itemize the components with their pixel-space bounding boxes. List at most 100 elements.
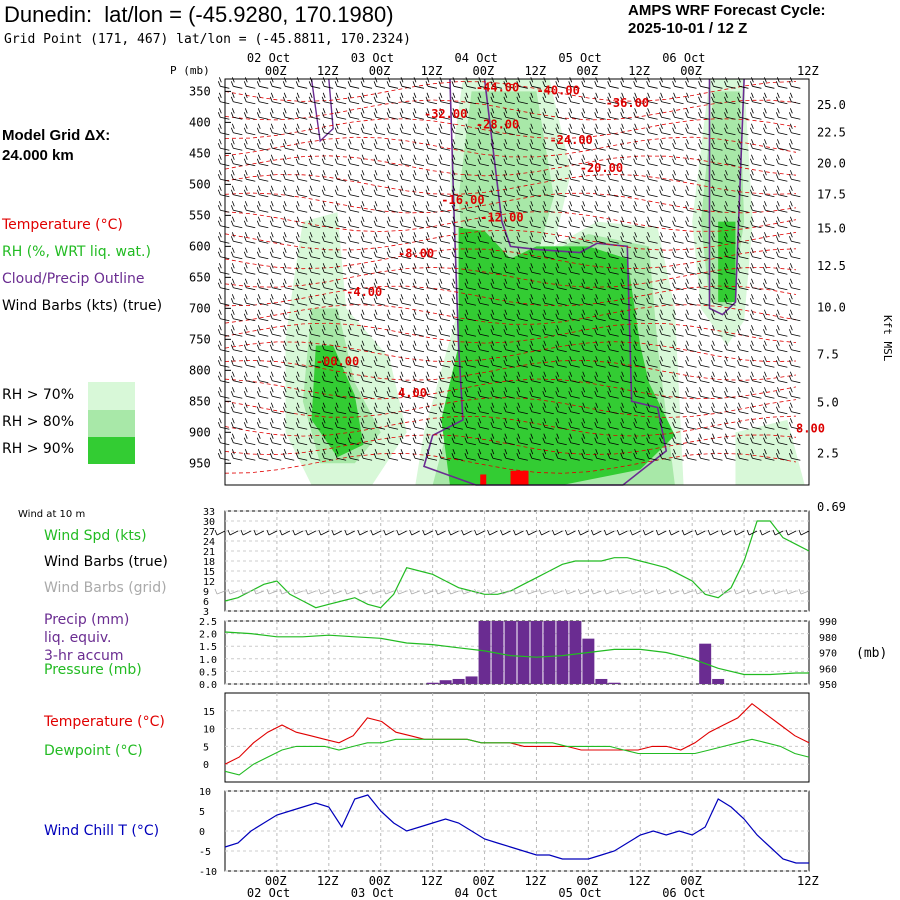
wind-barb [243,387,256,399]
wind-barb [477,232,489,244]
wind-barb [451,232,464,244]
wind-barb [711,387,723,399]
wind-barb [568,232,580,244]
wind-barb [438,247,451,260]
wind-barb [230,325,243,337]
wind-barb [256,371,269,384]
legend-wind-barbs-true: Wind Barbs (true) [44,554,168,570]
wind-barb [399,216,412,229]
wind-barb [775,371,788,384]
wind-barb [373,108,386,120]
wind-barb [256,139,269,151]
wind-barb [529,154,541,167]
wind-barb [334,216,347,229]
bottom-date-label: 06 Oct [662,886,705,900]
wind-barb [542,92,554,105]
wind-barb [360,356,373,368]
wind-barb [788,387,801,399]
wind-barb [788,216,801,229]
wind-barb [477,247,489,260]
legend-temperature: Temperature (°C) [2,217,123,233]
wind-barb [503,402,515,415]
wind-barb [750,325,762,337]
wind-barb [620,433,632,446]
wind-barb [464,263,476,275]
wind-barb [620,247,632,260]
wind-barb [347,108,360,120]
wind-barb [698,340,710,353]
wind-barb [269,449,282,461]
wind-barb [750,371,762,384]
wind-barb [711,418,723,430]
wind-barb [360,170,373,182]
wind-barb [386,294,399,306]
wind-barb [620,216,632,229]
wind-barb [775,418,788,430]
wind-barb [529,449,541,461]
wind-barb [737,371,749,384]
wind-barb [412,340,425,353]
wind-barb [698,139,710,151]
wind-barb [568,418,580,430]
wind-barb [490,185,502,198]
bottom-date-label: 03 Oct [351,886,394,900]
wind-barb-grid [798,588,810,595]
height-tick-label: 15.0 [817,222,846,236]
wind-barb [529,387,541,399]
wind-barb [750,309,762,322]
legend-precip: Precip (mm) liq. equiv. 3-hr accum [44,611,129,665]
wind-barb [412,92,425,105]
wind-barb [334,433,347,446]
height-tick-label: 12.5 [817,259,846,273]
wind-barb-true [214,529,226,536]
precip-tick: 0.5 [199,667,217,678]
wind-barb-true [292,529,304,536]
wind-barb [529,247,541,260]
wind-barb [788,294,801,306]
dewpoint-line [224,738,810,776]
wind-barb [594,371,606,384]
legend-windchill: Wind Chill T (°C) [44,823,160,839]
wind-barb [256,201,269,213]
wind-barb [698,387,710,399]
wind-barb [763,402,775,415]
wind-barb [685,92,697,105]
temperature-line [224,702,810,765]
wind-barb [607,371,619,384]
wind-barb [295,216,308,229]
wind-barb [321,294,334,306]
wind-barb [750,154,762,167]
wind-barb [698,356,710,368]
wind-barb [217,340,230,353]
wind-barb [633,123,645,136]
wind-barb [464,201,476,213]
wind-barb [217,216,230,229]
wind-barb [412,418,425,430]
wind-barb [373,123,386,136]
wind-barb [347,170,360,182]
wind-barb [672,77,684,89]
wind-barb [464,418,476,430]
wind-barb [607,263,619,275]
wind-barb [425,371,438,384]
wind-barb [334,92,347,105]
wind-barb [386,77,399,89]
wind-speed-line [224,520,810,609]
wind-barb [607,294,619,306]
wind-barb [269,247,282,260]
wind-barb [516,170,528,182]
wind-barb [633,185,645,198]
wind-barb [775,402,788,415]
wind-barb [360,247,373,260]
wind-barb [724,77,736,89]
wind-barb [373,263,386,275]
pressure-tick: 960 [819,664,837,675]
wind-barb [594,139,606,151]
pressure-tick-label: 650 [189,270,211,284]
wind-barb [581,449,593,461]
wind-barb [438,232,451,244]
wind-barb [308,201,321,213]
temperature-isoline [224,99,797,121]
wind-barb-grid [513,588,524,595]
wind-barb [788,170,801,182]
